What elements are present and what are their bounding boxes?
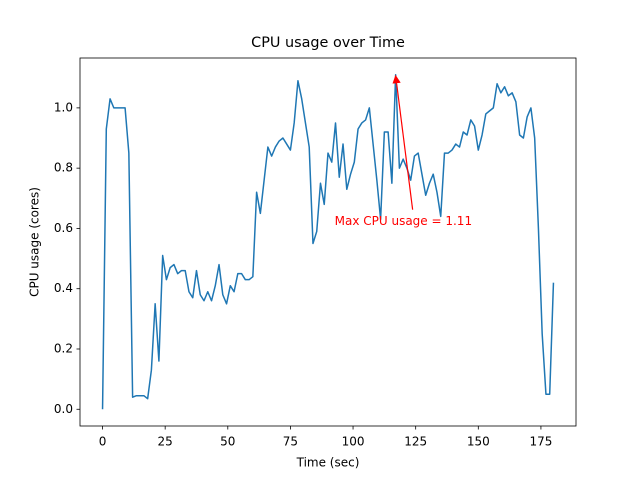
y-tick-label: 0.0 <box>54 402 73 416</box>
y-tick-label: 0.2 <box>54 341 73 355</box>
x-tick-label: 100 <box>342 435 365 449</box>
x-tick-label: 0 <box>99 435 107 449</box>
annotation-text: Max CPU usage = 1.11 <box>335 214 472 228</box>
y-axis-label: CPU usage (cores) <box>28 187 42 297</box>
x-tick-label: 75 <box>283 435 298 449</box>
x-tick-label: 50 <box>220 435 235 449</box>
chart-title: CPU usage over Time <box>251 35 405 51</box>
x-axis-label: Time (sec) <box>296 456 360 470</box>
x-tick-label: 125 <box>404 435 427 449</box>
y-tick-label: 1.0 <box>54 100 73 114</box>
annotation-arrow <box>392 74 414 210</box>
plot-frame <box>79 57 577 427</box>
y-tick-label: 0.4 <box>54 281 73 295</box>
y-tick-label: 0.8 <box>54 161 73 175</box>
x-tick-label: 25 <box>158 435 173 449</box>
y-tick-label: 0.6 <box>54 221 73 235</box>
x-tick-label: 175 <box>529 435 552 449</box>
x-tick-label: 150 <box>467 435 490 449</box>
data-line <box>101 73 555 410</box>
